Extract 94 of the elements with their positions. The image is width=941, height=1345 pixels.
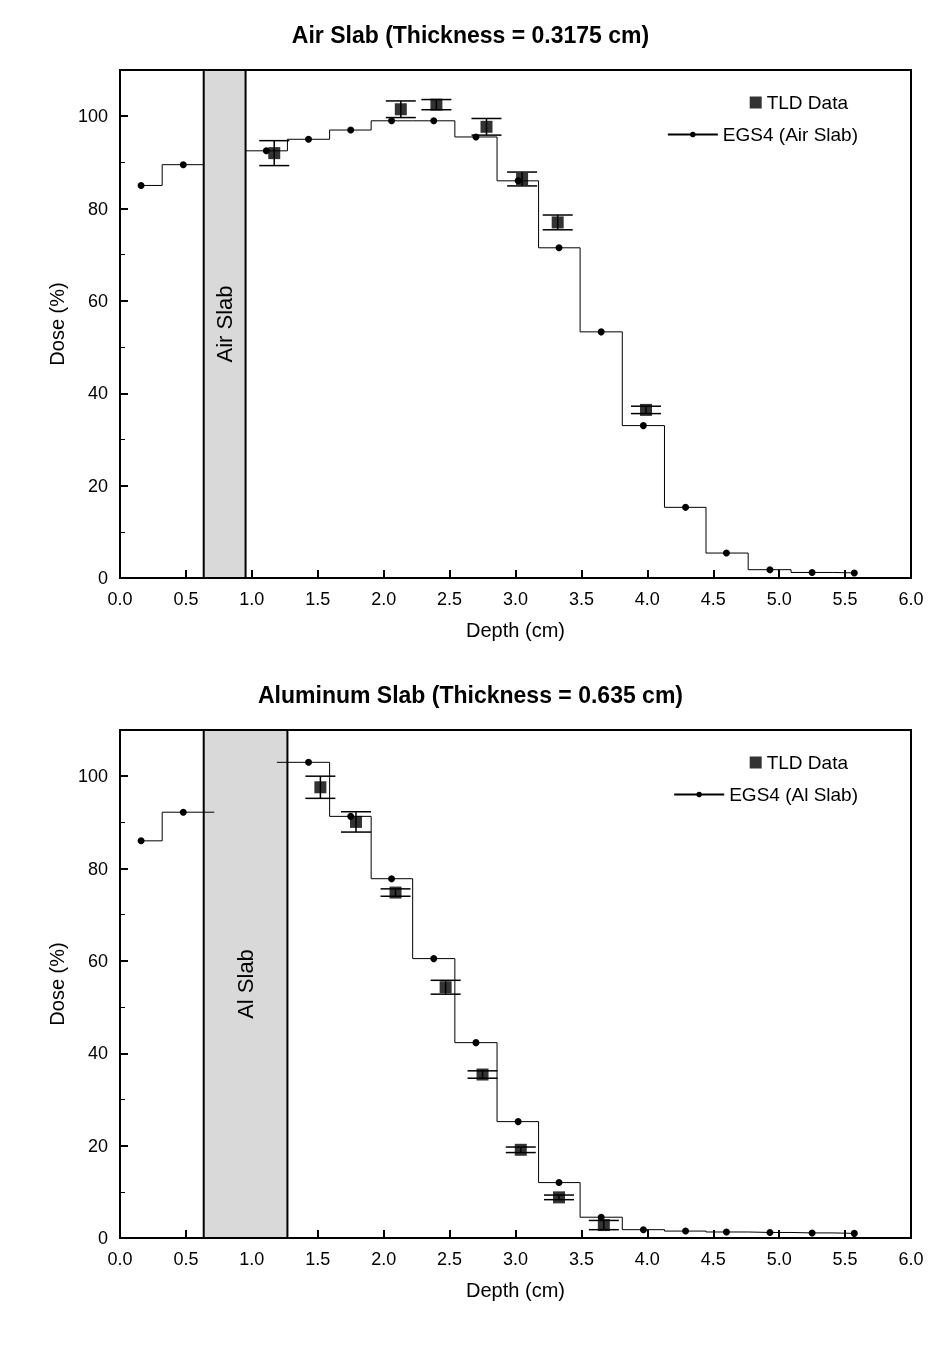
x-tick-label: 4.5 <box>700 589 726 609</box>
point <box>305 135 313 143</box>
chart-title: Aluminum Slab (Thickness = 0.635 cm) <box>257 681 684 708</box>
y-tick-label: 40 <box>87 1043 108 1064</box>
point <box>766 1228 774 1236</box>
point <box>347 812 355 820</box>
point <box>514 1118 522 1126</box>
x-tick-label: 1.0 <box>239 589 265 609</box>
point <box>850 569 858 577</box>
point <box>388 117 396 125</box>
y-axis-title: Dose (%) <box>46 942 69 1026</box>
point <box>722 549 730 557</box>
y-tick-label: 100 <box>77 766 108 787</box>
point <box>389 886 402 899</box>
band-label: Al Slab <box>233 949 259 1019</box>
legend-label: TLD Data <box>766 752 849 773</box>
point <box>394 103 407 116</box>
point <box>179 808 187 816</box>
x-tick-label: 4.0 <box>634 589 660 609</box>
y-tick-label: 80 <box>87 858 108 879</box>
point <box>597 1213 605 1221</box>
point <box>766 566 774 574</box>
chart-title: Air Slab (Thickness = 0.3175 cm) <box>291 21 650 48</box>
x-tick-label: 3.5 <box>568 1249 594 1269</box>
point <box>305 758 313 766</box>
x-tick-label: 2.5 <box>437 1249 463 1269</box>
x-tick-label: 1.0 <box>239 1249 265 1269</box>
x-tick-label: 1.5 <box>305 1249 331 1269</box>
point <box>682 1227 690 1235</box>
point <box>555 1179 563 1187</box>
x-tick-label: 0.5 <box>173 589 199 609</box>
y-tick-label: 100 <box>77 106 108 127</box>
x-tick-label: 5.0 <box>766 1249 792 1269</box>
y-tick-label: 0 <box>97 568 108 588</box>
x-tick-label: 0.5 <box>173 1249 199 1269</box>
point <box>430 955 438 963</box>
x-tick-label: 4.0 <box>634 1249 660 1269</box>
legend-label: EGS4 (Air Slab) <box>722 124 858 145</box>
point <box>597 328 605 336</box>
point <box>439 981 452 994</box>
point <box>480 120 493 133</box>
y-tick-label: 80 <box>87 198 108 219</box>
point <box>808 1229 816 1237</box>
x-tick-label: 0.0 <box>107 589 133 609</box>
x-tick-label: 2.5 <box>437 589 463 609</box>
y-tick-label: 20 <box>87 475 108 496</box>
y-tick-label: 60 <box>87 950 108 971</box>
legend-label: EGS4 (Al Slab) <box>729 784 858 805</box>
y-tick-label: 60 <box>87 290 108 311</box>
point <box>179 161 187 169</box>
x-tick-label: 3.0 <box>502 589 529 609</box>
point <box>514 177 522 185</box>
point <box>262 147 270 155</box>
point <box>639 422 647 430</box>
point <box>597 1219 610 1232</box>
x-axis-title: Depth (cm) <box>466 1279 565 1301</box>
point <box>430 98 443 111</box>
x-tick-label: 2.0 <box>371 1249 397 1269</box>
point <box>639 1226 647 1234</box>
x-tick-label: 0.0 <box>107 1249 133 1269</box>
point <box>514 1143 527 1156</box>
point <box>808 568 816 576</box>
y-tick-label: 40 <box>87 383 108 404</box>
x-tick-label: 1.5 <box>305 589 331 609</box>
point <box>722 1228 730 1236</box>
x-tick-label: 5.5 <box>832 589 858 609</box>
point <box>472 1039 480 1047</box>
y-tick-label: 20 <box>87 1135 108 1156</box>
x-tick-label: 5.5 <box>832 1249 858 1269</box>
x-tick-label: 6.0 <box>898 589 924 609</box>
point <box>553 1191 566 1204</box>
point <box>555 244 563 252</box>
x-tick-label: 3.0 <box>502 1249 529 1269</box>
x-tick-label: 2.0 <box>371 589 397 609</box>
point <box>314 781 327 794</box>
x-tick-label: 3.5 <box>568 589 594 609</box>
x-tick-label: 4.5 <box>700 1249 726 1269</box>
point <box>137 837 145 845</box>
x-axis-title: Depth (cm) <box>466 619 565 641</box>
point <box>551 216 564 229</box>
point <box>476 1068 489 1081</box>
y-tick-label: 0 <box>97 1228 108 1248</box>
point <box>640 403 653 416</box>
point <box>388 875 396 883</box>
legend-label: TLD Data <box>766 92 849 113</box>
band-label: Air Slab <box>212 285 238 363</box>
point <box>430 117 438 125</box>
x-tick-label: 5.0 <box>766 589 792 609</box>
x-tick-label: 6.0 <box>898 1249 924 1269</box>
point <box>137 181 145 189</box>
point <box>850 1229 858 1237</box>
point <box>347 126 355 134</box>
y-axis-title: Dose (%) <box>46 282 69 366</box>
point <box>682 503 690 511</box>
